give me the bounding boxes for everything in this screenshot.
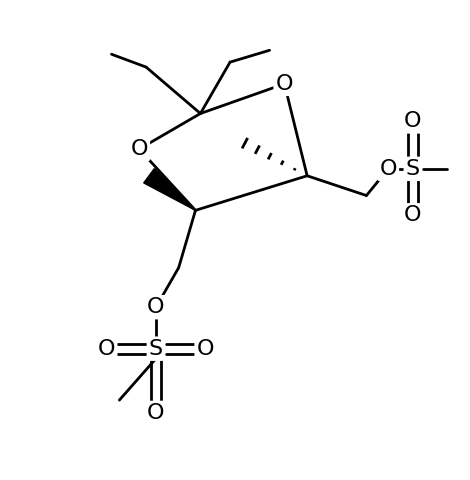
Text: S: S <box>149 339 163 359</box>
Text: S: S <box>406 159 420 179</box>
Text: O: O <box>404 205 422 225</box>
Text: O: O <box>147 403 164 423</box>
Text: O: O <box>130 139 148 159</box>
Text: O: O <box>404 111 422 132</box>
Text: O: O <box>276 74 293 94</box>
Text: O: O <box>98 339 115 359</box>
Polygon shape <box>144 168 196 210</box>
Text: O: O <box>196 339 214 359</box>
Text: O: O <box>147 297 164 317</box>
Text: O: O <box>379 159 397 179</box>
